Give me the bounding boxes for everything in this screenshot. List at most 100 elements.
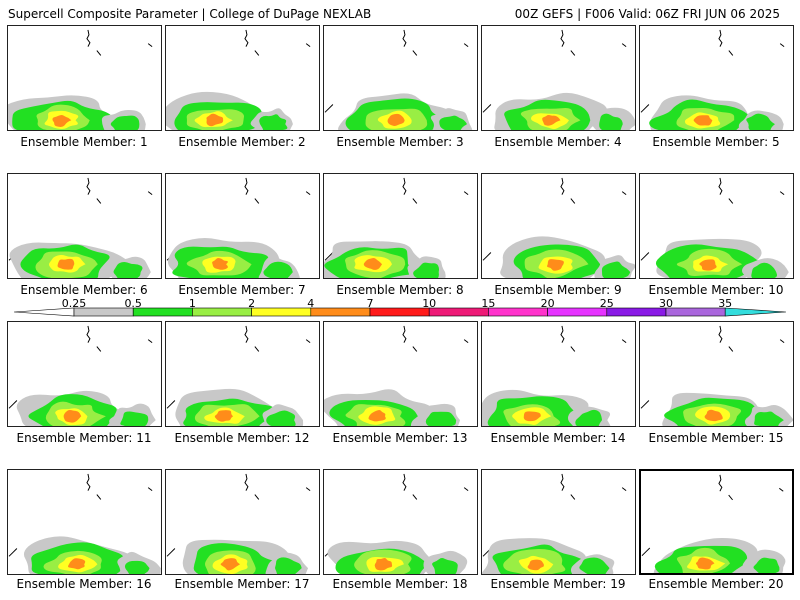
- scp-map: [8, 473, 161, 574]
- scp-contour: [212, 258, 228, 270]
- ensemble-member-label: Ensemble Member: 19: [490, 577, 626, 591]
- ensemble-member-label: Ensemble Member: 7: [178, 283, 306, 297]
- coastline: [8, 325, 153, 409]
- coastline: [324, 473, 469, 557]
- scp-map: [8, 325, 156, 426]
- scp-contour: [110, 115, 140, 130]
- scp-contour: [52, 115, 72, 127]
- ensemble-panel[interactable]: [481, 25, 636, 131]
- scp-map: [640, 29, 785, 130]
- ensemble-panel[interactable]: [165, 25, 320, 131]
- colorbar-tick-label: 4: [307, 297, 315, 310]
- ensemble-panel[interactable]: [165, 173, 320, 279]
- colorbar-tick-label: 10: [422, 297, 437, 310]
- ensemble-panel[interactable]: [7, 469, 162, 575]
- scp-map: [482, 177, 635, 278]
- scp-contour: [63, 409, 82, 423]
- ensemble-panel[interactable]: [323, 25, 478, 131]
- ensemble-panel[interactable]: [639, 173, 794, 279]
- scp-map: [324, 325, 469, 426]
- scp-contour: [206, 113, 224, 127]
- ensemble-member-label: Ensemble Member: 10: [648, 283, 784, 297]
- colorbar-tick-label: 35: [718, 297, 733, 310]
- scp-map: [166, 473, 311, 574]
- ensemble-member-label: Ensemble Member: 5: [652, 135, 780, 149]
- coastline: [482, 473, 627, 557]
- coastline: [324, 325, 469, 409]
- coastline: [641, 474, 784, 557]
- colorbar-segment: [251, 307, 312, 317]
- coastline: [8, 29, 153, 113]
- scp-map: [641, 474, 786, 573]
- colorbar-segment: [488, 307, 548, 317]
- scp-map: [482, 29, 635, 130]
- coastline: [8, 177, 153, 261]
- model-run-info: 00Z GEFS | F006 Valid: 06Z FRI JUN 06 20…: [514, 7, 780, 21]
- ensemble-panel[interactable]: [639, 469, 794, 575]
- scp-contour: [575, 409, 603, 426]
- ensemble-panel[interactable]: [323, 469, 478, 575]
- ensemble-member-label: Ensemble Member: 1: [20, 135, 148, 149]
- scp-contour: [57, 258, 75, 270]
- ensemble-panel[interactable]: [7, 321, 162, 427]
- ensemble-member-label: Ensemble Member: 12: [174, 431, 310, 445]
- coastline: [640, 325, 785, 409]
- scp-contour: [523, 411, 541, 422]
- ensemble-member-label: Ensemble Member: 20: [648, 577, 784, 591]
- coastline: [324, 177, 469, 261]
- scp-contour: [214, 410, 234, 422]
- scp-contour: [124, 560, 150, 574]
- coastline: [166, 29, 311, 113]
- scp-contour: [374, 558, 393, 571]
- scp-contour: [746, 113, 775, 130]
- ensemble-member-label: Ensemble Member: 9: [494, 283, 622, 297]
- scp-map: [8, 29, 153, 130]
- ensemble-panel[interactable]: [639, 25, 794, 131]
- colorbar-tick-label: 0.5: [124, 297, 142, 310]
- scp-contour: [754, 411, 784, 426]
- ensemble-member-label: Ensemble Member: 15: [648, 431, 784, 445]
- ensemble-member-label: Ensemble Member: 4: [494, 135, 622, 149]
- ensemble-panel[interactable]: [481, 173, 636, 279]
- ensemble-panel[interactable]: [165, 469, 320, 575]
- scp-map: [166, 325, 311, 426]
- coastline: [8, 473, 153, 557]
- ensemble-panel[interactable]: [7, 173, 162, 279]
- ensemble-panel[interactable]: [639, 321, 794, 427]
- scp-contour: [753, 557, 780, 573]
- ensemble-member-label: Ensemble Member: 14: [490, 431, 626, 445]
- scp-map: [640, 177, 789, 278]
- ensemble-panel[interactable]: [481, 469, 636, 575]
- colorbar-segment: [192, 307, 252, 317]
- scp-contour: [425, 411, 457, 426]
- scp-contour: [220, 558, 241, 571]
- colorbar-segment: [310, 307, 371, 317]
- ensemble-member-label: Ensemble Member: 8: [336, 283, 464, 297]
- ensemble-panel[interactable]: [481, 321, 636, 427]
- colorbar-tick-label: 0.25: [61, 297, 87, 310]
- scp-contour: [387, 113, 405, 126]
- scp-contour: [704, 409, 723, 422]
- scp-contour: [263, 261, 293, 278]
- scp-map: [482, 473, 627, 574]
- ensemble-panel[interactable]: [165, 321, 320, 427]
- colorbar-tick-label: 30: [659, 297, 673, 310]
- colorbar-segment: [665, 307, 726, 317]
- ensemble-member-label: Ensemble Member: 13: [332, 431, 468, 445]
- ensemble-panel[interactable]: [323, 173, 478, 279]
- ensemble-member-label: Ensemble Member: 11: [16, 431, 152, 445]
- scp-map: [8, 177, 153, 278]
- scp-contour: [547, 259, 564, 271]
- ensemble-member-label: Ensemble Member: 16: [16, 577, 152, 591]
- ensemble-member-label: Ensemble Member: 2: [178, 135, 306, 149]
- scp-map: [482, 325, 627, 426]
- scp-contour: [259, 114, 288, 130]
- scp-contour: [527, 559, 544, 571]
- colorbar-tick-label: 7: [366, 297, 374, 310]
- scp-contour: [120, 411, 149, 426]
- scp-contour: [113, 261, 143, 278]
- ensemble-panel[interactable]: [323, 321, 478, 427]
- coastline: [640, 177, 785, 261]
- colorbar-tick-label: 2: [248, 297, 256, 310]
- ensemble-panel[interactable]: [7, 25, 162, 131]
